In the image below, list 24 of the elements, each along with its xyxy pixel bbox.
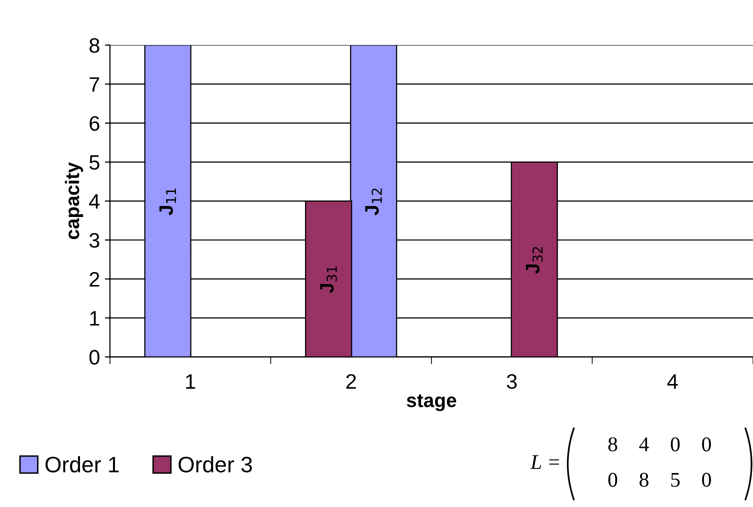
x-tick-label: 3 [506,374,517,389]
text: 8 4 0 0 [608,437,711,452]
text: L = [530,455,559,469]
legend-label: Order 3 [178,456,252,472]
annotation: J$_{12}$ [365,188,382,216]
y-tick-label: 1 [90,311,100,326]
annotation: J$_{32}$ [526,247,543,274]
x-axis-title: stage [406,394,456,412]
annotation: J$_{31}$ [320,266,337,294]
x-tick-label: 4 [667,374,678,389]
y-tick-label: 5 [89,155,100,170]
y-tick-label: 8 [90,38,100,53]
legend-label: Order 1 [45,456,119,472]
annotation: J$_{11}$ [159,188,176,216]
x-tick-label: 1 [186,374,196,389]
y-tick-label: 7 [90,77,100,92]
y-tick-label: 4 [89,194,100,209]
text: 0 8 5 0 [608,472,711,487]
y-tick-label: 2 [90,272,100,287]
y-tick-label: 0 [89,350,100,365]
y-tick-label: 3 [89,233,100,248]
y-tick-label: 6 [90,116,100,131]
x-tick-label: 2 [346,374,356,389]
y-axis-title: capacity [64,162,84,240]
